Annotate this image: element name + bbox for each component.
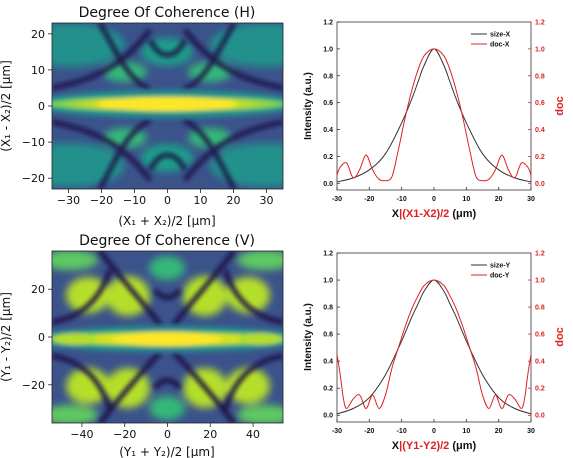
lineplot-x-series-doc-X (336, 48, 532, 182)
lineplot-x-ytick-label: 0.2 (323, 154, 333, 161)
lineplot-y-xtick-label: 30 (527, 428, 535, 435)
lineplot-y-legend-label: doc-Y (490, 273, 510, 280)
lineplot-x-ytick-label: 0.8 (323, 73, 333, 80)
lineplot-x-xtick-label: -20 (364, 196, 374, 203)
lineplot-x-y2tick-label: 1.2 (535, 20, 545, 27)
lineplot-y-y2tick-label: 0.0 (535, 413, 545, 420)
lineplot-y-xlabel: X|(Y1-Y2)/2 (μm) (392, 440, 477, 452)
heatmap-h-xtick-label: 10 (194, 194, 208, 207)
heatmap-v-ytick-label: −20 (22, 379, 45, 392)
lineplot-y-y2tick-label: 0.4 (535, 359, 545, 366)
lineplot-y-ylabel: Intensity (a.u.) (303, 303, 314, 371)
lineplot-y-ytick-label: 1.0 (323, 278, 333, 285)
lineplot-x-xlabel: X|(X1-X2)/2 (μm) (392, 208, 477, 220)
lineplot-x-legend-label: doc-X (490, 42, 510, 49)
lineplot-x-ytick-label: 0.4 (323, 127, 333, 134)
heatmap-v-xtick-label: 40 (246, 428, 260, 441)
lineplot-x-ytick-label: 1.2 (323, 20, 333, 27)
lineplot-y-y2tick-label: 1.2 (535, 251, 545, 258)
heatmap-h-ytick-label: 0 (38, 100, 45, 113)
lineplot-y-y2label: doc (554, 327, 566, 347)
heatmap-v-ylabel: (Y₁ - Y₂)/2 [μm] (0, 292, 13, 382)
lineplot-x-y2tick-label: 1.0 (535, 46, 545, 53)
lineplot-y-xtick-label: -20 (364, 428, 374, 435)
lineplot-x-ytick-label: 0.6 (323, 100, 333, 107)
lineplot-y-ytick-label: 0.6 (323, 332, 333, 339)
lineplot-x-y2tick-label: 0.6 (535, 100, 545, 107)
lineplot-x-xtick-label: -10 (397, 196, 407, 203)
lineplot-y-ytick-label: 0.8 (323, 305, 333, 312)
heatmap-h-xlabel: (X₁ + X₂)/2 [μm] (118, 214, 215, 228)
heatmap-h-xtick-label: −10 (123, 194, 146, 207)
lineplot-x-legend-label: size-X (490, 32, 511, 39)
lineplot-x-y2tick-label: 0.2 (535, 154, 545, 161)
lineplot-x-y2tick-label: 0.4 (535, 127, 545, 134)
heatmap-h-ytick-label: 20 (31, 28, 45, 41)
lineplot-x-xtick-label: 30 (527, 196, 535, 203)
heatmap-v-xtick-label: −40 (70, 428, 93, 441)
heatmap-h-ytick-label: 10 (31, 64, 45, 77)
lineplot-x-y2tick-label: 0.0 (535, 181, 545, 188)
lineplot-y-y2tick-label: 0.6 (535, 332, 545, 339)
lineplot-x-xtick-label: -30 (332, 196, 342, 203)
lineplot-y-ytick-label: 0.2 (323, 386, 333, 393)
lineplot-x-xtick-label: 0 (432, 196, 436, 203)
heatmap-h-xtick-label: 30 (260, 194, 274, 207)
heatmap-h-title: Degree Of Coherence (H) (79, 5, 256, 21)
heatmap-h-ticks: −30 −20 −10 0 10 20 30 20 10 0 −10 −20 (22, 28, 274, 207)
heatmap-v-ticks: −40 −20 0 20 40 20 0 −20 (22, 283, 260, 441)
lineplot-y-xtick-label: 10 (462, 428, 470, 435)
heatmap-v-title: Degree Of Coherence (V) (79, 233, 255, 249)
heatmap-h-ytick-label: −20 (22, 172, 45, 185)
heatmap-h-xtick-label: −30 (57, 194, 80, 207)
lineplot-y-series-doc-Y (336, 279, 532, 410)
heatmap-v-image (52, 251, 283, 423)
lineplot-y-series-size-Y (336, 279, 532, 415)
lineplot-x-y2tick-label: 0.8 (535, 73, 545, 80)
heatmap-v-xtick-label: −20 (113, 428, 136, 441)
lineplot-x-ylabel: Intensity (a.u.) (303, 72, 314, 140)
heatmap-v-xtick-label: 0 (164, 428, 171, 441)
lineplot-y-xtick-label: 0 (432, 428, 436, 435)
lineplot-x-marks: -30 -20 -10 0 10 20 30 0.0 0.0 0.2 0.2 0.4 0.4 0.6 0.6… (323, 20, 545, 204)
lineplot-y-xtick-label: 20 (495, 428, 503, 435)
heatmap-v-xlabel: (Y₁ + Y₂)/2 [μm] (119, 445, 215, 458)
heatmap-v-ytick-label: 20 (31, 283, 45, 296)
heatmap-h-xtick-label: 0 (164, 194, 171, 207)
lineplot-x-series-size-X (336, 48, 532, 183)
lineplot-x-ytick-label: 1.0 (323, 46, 333, 53)
lineplot-y-y2tick-label: 0.2 (535, 386, 545, 393)
lineplot-y-xtick-label: -30 (332, 428, 342, 435)
lineplot-y-y2tick-label: 1.0 (535, 278, 545, 285)
lineplot-y-ytick-label: 1.2 (323, 251, 333, 258)
lineplot-y-xtick-label: -10 (397, 428, 407, 435)
heatmap-v-ytick-label: 0 (38, 331, 45, 344)
lineplot-y-marks: -30 -20 -10 0 10 20 30 0.0 0.0 0.2 0.2 0.4 0.4 0.6 0.6… (323, 251, 545, 436)
lineplot-x-y2label: doc (554, 96, 566, 116)
lineplot-y-y2tick-label: 0.8 (535, 305, 545, 312)
lineplot-y-ytick-label: 0.4 (323, 359, 333, 366)
heatmap-h-xtick-label: 20 (227, 194, 241, 207)
heatmap-h-ylabel: (X₁ - X₂)/2 [μm] (0, 60, 13, 152)
lineplot-y-legend-label: size-Y (490, 263, 511, 270)
heatmap-v-xtick-label: 20 (203, 428, 217, 441)
lineplot-x-xtick-label: 20 (495, 196, 503, 203)
heatmap-h-xtick-label: −20 (90, 194, 113, 207)
lineplot-y-ytick-label: 0.0 (323, 413, 333, 420)
lineplot-x-ytick-label: 0.0 (323, 181, 333, 188)
lineplot-x-xtick-label: 10 (462, 196, 470, 203)
heatmap-h-ytick-label: −10 (22, 136, 45, 149)
heatmap-h-image (52, 23, 283, 189)
